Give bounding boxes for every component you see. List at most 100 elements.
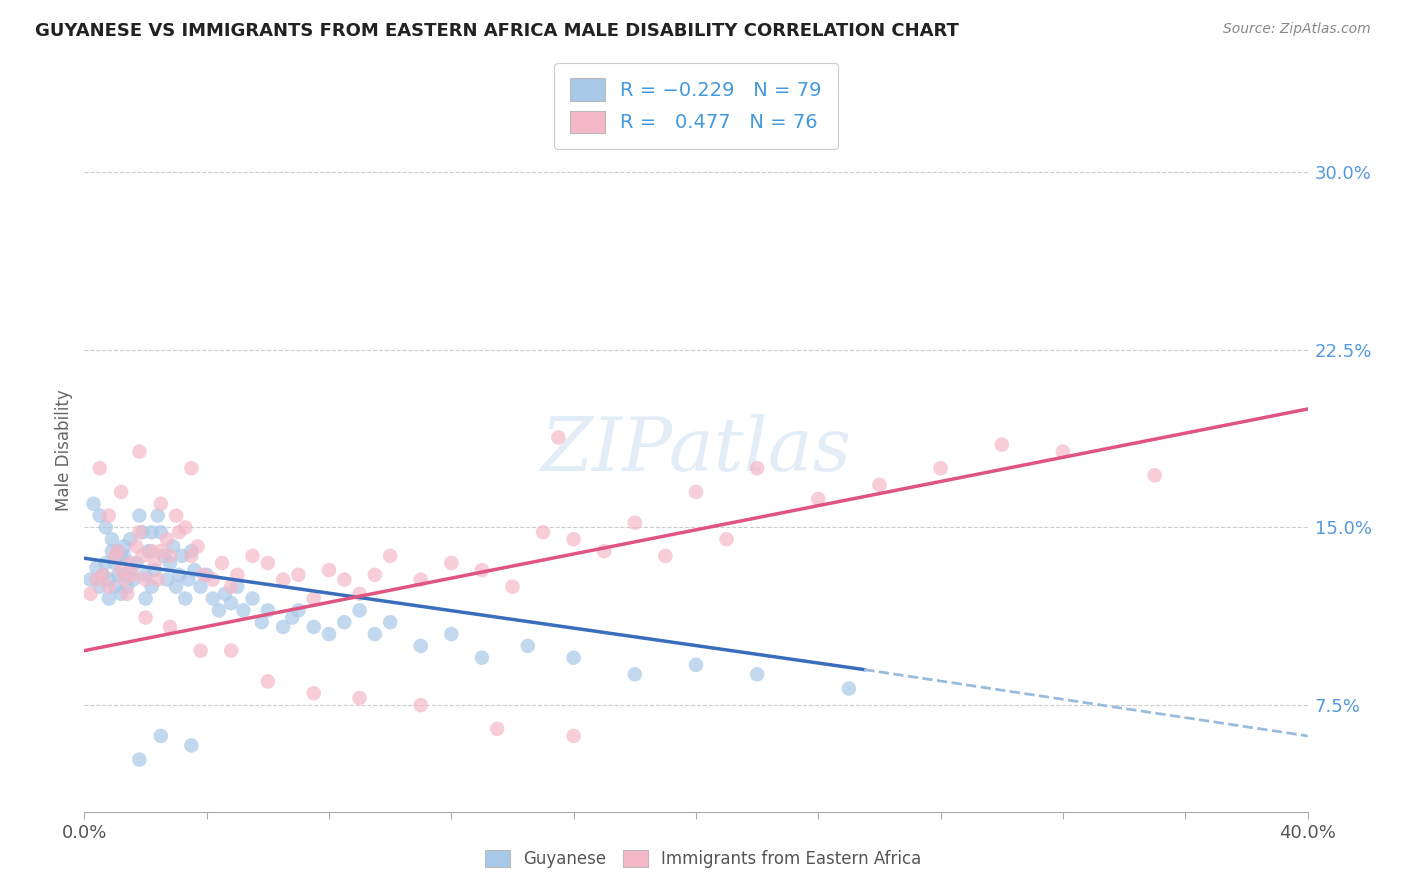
Point — [128, 753, 150, 767]
Point — [153, 549, 176, 563]
Point — [562, 533, 585, 547]
Point — [131, 525, 153, 540]
Point — [1143, 468, 1166, 483]
Point — [89, 461, 111, 475]
Point — [128, 508, 150, 523]
Point — [208, 603, 231, 617]
Point — [547, 430, 569, 444]
Point — [174, 591, 197, 606]
Point — [991, 437, 1014, 451]
Point — [122, 567, 145, 582]
Point — [149, 729, 172, 743]
Point — [201, 591, 224, 606]
Point — [180, 544, 202, 558]
Point — [94, 520, 117, 534]
Point — [156, 573, 179, 587]
Point — [135, 610, 157, 624]
Point — [101, 533, 124, 547]
Point — [302, 591, 325, 606]
Point — [112, 573, 135, 587]
Point — [135, 567, 157, 582]
Point — [214, 587, 236, 601]
Point — [89, 580, 111, 594]
Point — [287, 567, 309, 582]
Point — [349, 691, 371, 706]
Point — [364, 627, 387, 641]
Legend: Guyanese, Immigrants from Eastern Africa: Guyanese, Immigrants from Eastern Africa — [478, 843, 928, 875]
Point — [141, 525, 163, 540]
Point — [1052, 444, 1074, 458]
Point — [624, 516, 647, 530]
Point — [440, 627, 463, 641]
Point — [101, 544, 124, 558]
Point — [180, 739, 202, 753]
Point — [211, 556, 233, 570]
Point — [219, 580, 242, 594]
Point — [333, 615, 356, 630]
Point — [186, 540, 208, 554]
Point — [146, 573, 169, 587]
Point — [226, 580, 249, 594]
Point — [97, 591, 120, 606]
Point — [159, 549, 181, 563]
Point — [180, 549, 202, 563]
Point — [409, 698, 432, 712]
Point — [747, 461, 769, 475]
Point — [107, 544, 129, 558]
Point — [364, 567, 387, 582]
Point — [180, 461, 202, 475]
Point — [156, 533, 179, 547]
Point — [162, 540, 184, 554]
Point — [104, 556, 127, 570]
Point — [409, 639, 432, 653]
Point — [219, 596, 242, 610]
Point — [302, 620, 325, 634]
Point — [143, 563, 166, 577]
Point — [486, 722, 509, 736]
Point — [172, 549, 194, 563]
Point — [281, 610, 304, 624]
Point — [471, 650, 494, 665]
Point — [107, 544, 129, 558]
Text: ZIPatlas: ZIPatlas — [540, 414, 852, 487]
Point — [516, 639, 538, 653]
Point — [318, 563, 340, 577]
Point — [349, 603, 371, 617]
Point — [94, 556, 117, 570]
Point — [177, 573, 200, 587]
Point — [128, 525, 150, 540]
Point — [110, 549, 132, 563]
Point — [125, 556, 148, 570]
Point — [83, 497, 105, 511]
Y-axis label: Male Disability: Male Disability — [55, 390, 73, 511]
Point — [86, 560, 108, 574]
Point — [502, 580, 524, 594]
Point — [97, 573, 120, 587]
Point — [271, 573, 294, 587]
Point — [250, 615, 273, 630]
Point — [195, 567, 218, 582]
Point — [349, 587, 371, 601]
Point — [107, 567, 129, 582]
Point — [141, 580, 163, 594]
Point — [112, 540, 135, 554]
Point — [149, 544, 172, 558]
Point — [242, 549, 264, 563]
Point — [190, 580, 212, 594]
Point — [149, 497, 172, 511]
Point — [287, 603, 309, 617]
Point — [110, 563, 132, 577]
Point — [471, 563, 494, 577]
Point — [716, 533, 738, 547]
Point — [409, 573, 432, 587]
Point — [149, 525, 172, 540]
Point — [257, 603, 280, 617]
Point — [624, 667, 647, 681]
Point — [201, 573, 224, 587]
Point — [135, 573, 157, 587]
Point — [167, 567, 190, 582]
Point — [333, 573, 356, 587]
Point — [143, 556, 166, 570]
Point — [146, 508, 169, 523]
Point — [120, 533, 142, 547]
